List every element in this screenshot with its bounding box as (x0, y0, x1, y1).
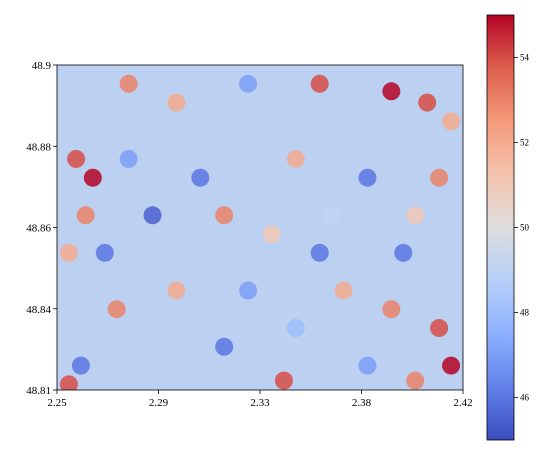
noise-point (358, 356, 377, 375)
noise-point (95, 243, 114, 262)
x-tick-label: 2.38 (352, 397, 372, 409)
noise-point (59, 375, 78, 390)
noise-point (322, 206, 341, 225)
noise-point (382, 82, 401, 101)
noise-point (442, 112, 461, 131)
noise-point (119, 149, 138, 168)
noise-point (334, 281, 353, 300)
noise-point (310, 243, 329, 262)
noise-point (119, 74, 138, 93)
noise-point (239, 74, 258, 93)
y-tick-label: 48.81 (26, 385, 51, 397)
noise-point (310, 74, 329, 93)
noise-point (406, 206, 425, 225)
points (59, 74, 461, 390)
y-tick-label: 48.9 (32, 60, 52, 72)
noise-point (418, 93, 437, 112)
y-tick-label: 48.86 (26, 223, 51, 235)
noise-point (71, 356, 90, 375)
noise-point (215, 206, 234, 225)
x-tick-label: 2.25 (47, 397, 67, 409)
noise-point (406, 371, 425, 390)
colorbar-tick-label: 52 (520, 138, 529, 148)
noise-point (274, 371, 293, 390)
noise-point (286, 319, 305, 338)
noise-point (262, 225, 281, 244)
x-tick-label: 2.29 (149, 397, 169, 409)
noise-point (382, 300, 401, 319)
noise-point (67, 149, 86, 168)
colorbar-tick-label: 54 (520, 53, 530, 63)
x-tick-label: 2.42 (453, 397, 472, 409)
y-tick-label: 48.84 (26, 304, 51, 316)
noise-point (358, 168, 377, 187)
noise-point (143, 206, 162, 225)
map-background (57, 65, 463, 390)
noise-point (430, 168, 449, 187)
colorbar-tick-label: 50 (520, 223, 530, 233)
noise-point (286, 149, 305, 168)
noise-point (239, 281, 258, 300)
noise-point (430, 319, 449, 338)
noise-point (83, 168, 102, 187)
noise-point (394, 243, 413, 262)
noise-point (107, 300, 126, 319)
x-tick-label: 2.33 (250, 397, 270, 409)
noise-point (215, 337, 234, 356)
colorbar-tick-label: 46 (520, 393, 530, 403)
noise-point (442, 356, 461, 375)
colorbar (486, 14, 515, 441)
y-tick-label: 48.88 (26, 141, 51, 153)
noise-point (167, 93, 186, 112)
colorbar-tick-label: 48 (520, 308, 530, 318)
noise-point (76, 206, 95, 225)
noise-point (191, 168, 210, 187)
noise-point (167, 281, 186, 300)
noise-point (59, 243, 78, 262)
